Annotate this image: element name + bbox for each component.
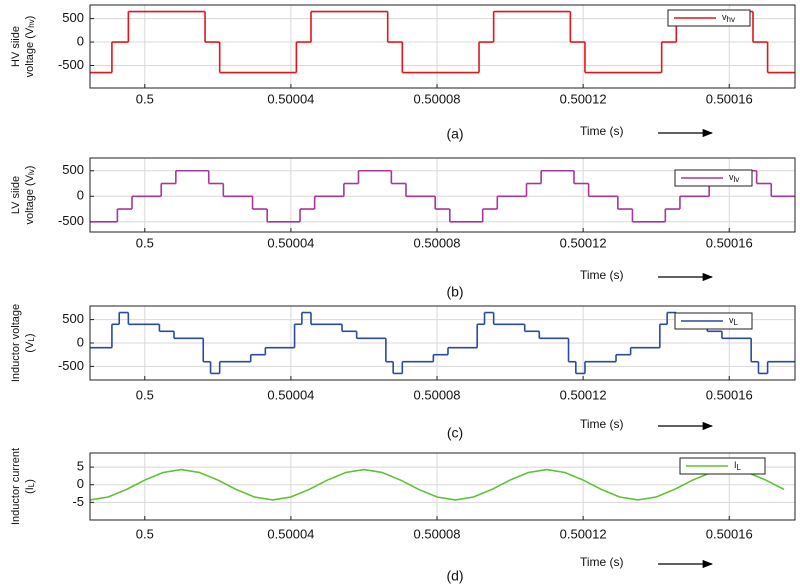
y-label-part: (I <box>24 487 36 494</box>
x-tick-label: 0.50016 <box>706 526 753 541</box>
y-label-part: voltage (V <box>24 174 36 224</box>
x-tick-label: 0.50012 <box>560 387 607 402</box>
x-axis-label: Time (s) <box>580 417 624 431</box>
y-tick-label: 0 <box>77 334 84 349</box>
y-tick-label: 500 <box>62 311 84 326</box>
y-label-sub: hv <box>27 19 36 27</box>
x-tick-label: 0.50012 <box>560 235 607 250</box>
x-tick-label: 0.50016 <box>706 235 753 250</box>
x-axis-label: Time (s) <box>580 555 624 569</box>
legend-sub: lv <box>734 175 740 184</box>
x-tick-label: 0.50004 <box>267 526 314 541</box>
panel: 0.5 0.50004 0.50008 0.50012 0.50016 500 0 -500 v… <box>10 304 796 441</box>
y-label-part: (V <box>24 341 36 353</box>
x-tick-label: 0.5 <box>136 235 154 250</box>
legend-label: vL <box>729 315 739 327</box>
y-tick-label: 0 <box>77 33 84 48</box>
plot-frame <box>89 305 796 381</box>
x-tick-label: 0.50004 <box>267 387 314 402</box>
x-axis-label: Time (s) <box>580 124 624 138</box>
plot-frame <box>89 157 796 233</box>
y-axis-label: HV siide <box>10 26 22 67</box>
legend-name: I <box>734 460 737 470</box>
y-tick-label: -500 <box>58 57 84 72</box>
legend-name: v <box>729 172 734 182</box>
y-axis-label: voltage (Vlv) <box>24 166 36 225</box>
y-axis-label: Inductor current <box>10 448 22 525</box>
legend-sub: L <box>734 318 739 327</box>
y-axis-label: (IL) <box>24 479 36 494</box>
y-label-sub: L <box>27 337 36 342</box>
caption: (d) <box>446 568 463 584</box>
panel: 0.5 0.50004 0.50008 0.50012 0.50016 500 0 -500 v… <box>10 4 796 142</box>
caption: (b) <box>446 284 463 300</box>
x-tick-label: 0.50008 <box>414 235 461 250</box>
y-label-sub: L <box>27 482 36 487</box>
y-tick-label: 500 <box>62 162 84 177</box>
y-tick-label: -5 <box>72 494 84 509</box>
x-tick-label: 0.50004 <box>267 235 314 250</box>
y-tick-label: 0 <box>77 476 84 491</box>
series-line <box>90 468 785 501</box>
y-label-part: ) <box>24 16 36 20</box>
plot-frame <box>89 4 796 89</box>
legend-sub: hv <box>727 15 735 24</box>
x-tick-label: 0.5 <box>136 91 154 106</box>
y-axis-label: Inductor voltage <box>10 304 22 382</box>
x-tick-label: 0.50008 <box>414 91 461 106</box>
x-tick-label: 0.5 <box>136 387 154 402</box>
legend-label: IL <box>734 460 742 472</box>
y-tick-label: 5 <box>77 459 84 474</box>
x-tick-label: 0.50012 <box>560 526 607 541</box>
y-label-part: voltage (V <box>24 27 36 77</box>
y-label-part: ) <box>24 333 36 337</box>
y-tick-label: 0 <box>77 188 84 203</box>
x-tick-label: 0.50016 <box>706 91 753 106</box>
x-tick-label: 0.50012 <box>560 91 607 106</box>
y-axis-label: (VL) <box>24 333 36 352</box>
legend-label: vlv <box>729 172 739 184</box>
y-tick-label: -500 <box>58 213 84 228</box>
legend-label: vhv <box>722 12 735 24</box>
y-label-part: ) <box>24 479 36 483</box>
x-axis-label: Time (s) <box>580 268 624 282</box>
legend-sub: L <box>737 463 742 472</box>
plot-frame <box>89 452 796 521</box>
x-tick-label: 0.50008 <box>414 387 461 402</box>
y-axis-label: LV siide <box>10 176 22 214</box>
caption: (a) <box>446 126 463 142</box>
panel: 0.5 0.50004 0.50008 0.50012 0.50016 500 0 -500 v… <box>10 157 796 300</box>
y-axis-label: voltage (Vhv) <box>24 16 36 78</box>
x-tick-label: 0.50004 <box>267 91 314 106</box>
caption: (c) <box>447 425 463 441</box>
y-tick-label: 500 <box>62 10 84 25</box>
y-label-sub: lv <box>27 169 36 175</box>
panel: 0.5 0.50004 0.50008 0.50012 0.5001650-5ILInd… <box>10 448 796 584</box>
plot-area <box>90 468 785 501</box>
x-tick-label: 0.50008 <box>414 526 461 541</box>
x-tick-label: 0.50016 <box>706 387 753 402</box>
plot-area <box>90 169 795 223</box>
x-tick-label: 0.5 <box>136 526 154 541</box>
legend-name: v <box>722 12 727 22</box>
y-tick-label: -500 <box>58 358 84 373</box>
y-label-part: ) <box>24 166 36 170</box>
legend-name: v <box>729 315 734 325</box>
